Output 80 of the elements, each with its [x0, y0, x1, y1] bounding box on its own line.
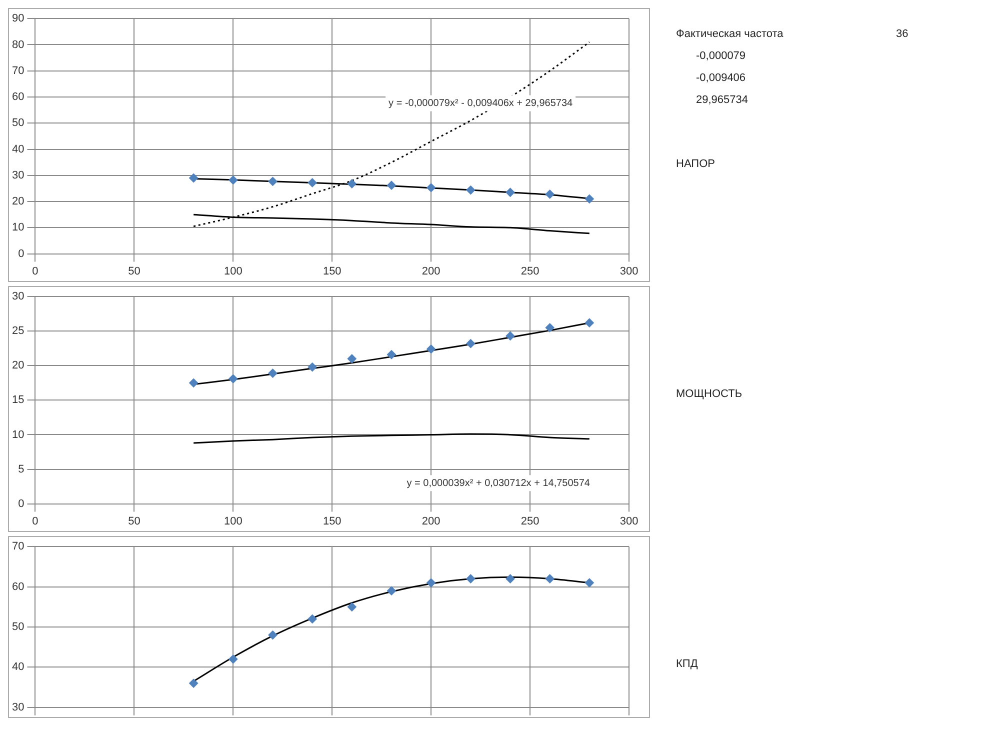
y-tick-label: 0	[18, 248, 24, 260]
y-tick-label: 30	[12, 701, 24, 714]
point	[268, 368, 278, 378]
y-tick-label: 40	[12, 143, 24, 156]
point	[584, 578, 594, 588]
y-tick-label: 30	[12, 290, 24, 303]
text: 29,965734	[696, 94, 748, 106]
text: -0,009406	[696, 72, 746, 84]
x-tick-label: 300	[620, 515, 638, 528]
point	[545, 190, 554, 199]
point	[189, 678, 198, 688]
point	[386, 350, 396, 360]
text: 36	[896, 28, 908, 40]
point	[268, 176, 278, 186]
point	[426, 183, 436, 192]
point	[189, 174, 198, 183]
text: Фактическая частота	[676, 28, 784, 40]
y-tick-label: 60	[12, 580, 24, 593]
point	[584, 194, 594, 204]
x-tick-label: 250	[520, 515, 540, 528]
point	[268, 630, 278, 640]
y-tick-label: 60	[12, 91, 24, 104]
point	[228, 374, 238, 384]
point	[386, 180, 396, 190]
point	[506, 331, 515, 340]
annotation: y = -0,000079x² - 0,009406x + 29,965734	[388, 98, 574, 110]
point	[189, 378, 198, 388]
point	[308, 178, 317, 188]
point	[466, 339, 476, 348]
point	[228, 176, 238, 185]
annotation: y = 0,000039x² + 0,030712x + 14,750574	[406, 478, 590, 489]
point	[506, 188, 515, 197]
y-tick-label: 90	[12, 12, 24, 25]
y-tick-label: 70	[12, 64, 24, 77]
y-tick-label: 40	[12, 661, 24, 674]
y-tick-label: 50	[12, 117, 24, 130]
point	[228, 654, 238, 664]
x-tick-label: 50	[128, 515, 140, 528]
x-tick-label: 0	[32, 515, 38, 528]
x-tick-label: 200	[422, 265, 440, 278]
point	[584, 318, 594, 328]
y-tick-label: 80	[12, 38, 24, 51]
text: НАПОР	[676, 158, 715, 170]
x-tick-label: 100	[224, 265, 242, 278]
x-tick-label: 0	[32, 265, 38, 278]
x-tick-label: 50	[128, 265, 140, 278]
y-tick-label: 20	[12, 196, 24, 208]
point	[466, 186, 476, 195]
text: МОЩНОСТЬ	[676, 388, 742, 400]
y-tick-label: 25	[12, 325, 24, 338]
point	[308, 614, 317, 624]
point	[506, 574, 515, 584]
y-tick-label: 20	[12, 360, 24, 372]
y-tick-label: 0	[18, 498, 24, 510]
point	[426, 578, 436, 588]
point	[426, 344, 436, 354]
point	[308, 362, 317, 372]
x-tick-label: 250	[520, 265, 540, 278]
line-series	[192, 433, 590, 444]
point	[545, 574, 554, 584]
x-tick-label: 150	[322, 265, 342, 278]
point	[347, 179, 356, 188]
x-tick-label: 100	[224, 515, 242, 528]
x-tick-label: 200	[422, 515, 440, 528]
x-tick-label: 300	[620, 265, 638, 278]
y-tick-label: 15	[12, 394, 24, 406]
x-tick-label: 150	[322, 515, 342, 528]
y-tick-label: 70	[12, 540, 24, 553]
y-tick-label: 30	[12, 169, 24, 182]
y-tick-label: 50	[12, 621, 24, 634]
point	[347, 602, 356, 612]
point	[545, 323, 554, 332]
text: КПД	[676, 658, 698, 670]
point	[386, 586, 396, 596]
y-tick-label: 5	[18, 463, 24, 476]
point	[347, 354, 356, 364]
text: -0,000079	[696, 50, 746, 62]
point	[466, 574, 476, 584]
y-tick-label: 10	[12, 222, 24, 234]
y-tick-label: 10	[12, 428, 24, 441]
